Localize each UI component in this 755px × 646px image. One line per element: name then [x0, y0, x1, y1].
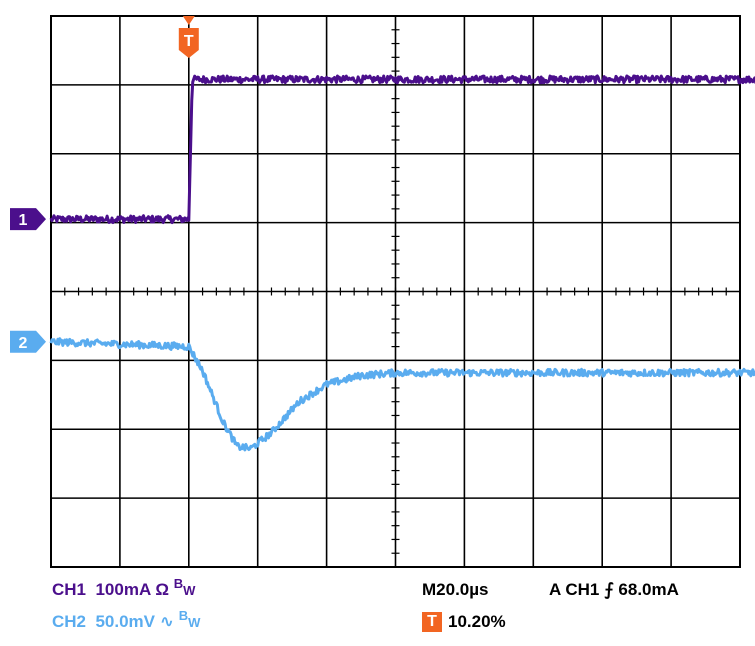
trace-ch2: [49, 337, 755, 452]
trigger-readout: A CH1 ⨍ 68.0mA: [549, 580, 679, 600]
trigger-marker-label: T: [184, 33, 194, 50]
trace-ch1: [49, 74, 755, 225]
trigger-position-readout: T 10.20%: [422, 612, 506, 632]
channel-marker-label: 2: [19, 335, 28, 352]
ch1-bw-sub: W: [183, 583, 196, 598]
channel-marker-1: [10, 208, 46, 231]
ch2-bw-sub: W: [188, 615, 201, 630]
ch1-bw-limit: B: [173, 576, 184, 591]
ch1-scale: 100mA: [95, 580, 151, 599]
ch1-coupling-icon: Ω: [155, 580, 169, 599]
trigger-source: A CH1: [549, 580, 600, 599]
waveforms: [49, 74, 755, 452]
ch2-readout: CH2 50.0mV ∿ BW: [52, 608, 201, 633]
ch1-readout: CH1 100mA Ω BW: [52, 576, 196, 601]
channel-marker-2: [10, 330, 46, 353]
trigger-level: 68.0mA: [618, 580, 679, 599]
timebase-readout: M20.0µs: [422, 580, 489, 599]
trigger-marker-icon: [178, 28, 199, 58]
trigger-position: 10.20%: [448, 612, 506, 631]
channel-markers: 1 2 T: [10, 16, 199, 353]
ch2-scale: 50.0mV: [95, 612, 156, 631]
trigger-badge-icon: T: [422, 612, 442, 632]
trigger-arrow-icon: [182, 16, 195, 25]
ch1-label: CH1: [52, 580, 87, 599]
trigger-slope-icon: ⨍: [604, 580, 614, 599]
channel-marker-label: 1: [19, 212, 28, 229]
ch2-bw-limit: B: [178, 608, 189, 623]
ch2-coupling-icon: ∿: [159, 612, 174, 631]
ch2-label: CH2: [52, 612, 87, 631]
graticule: [50, 15, 741, 568]
